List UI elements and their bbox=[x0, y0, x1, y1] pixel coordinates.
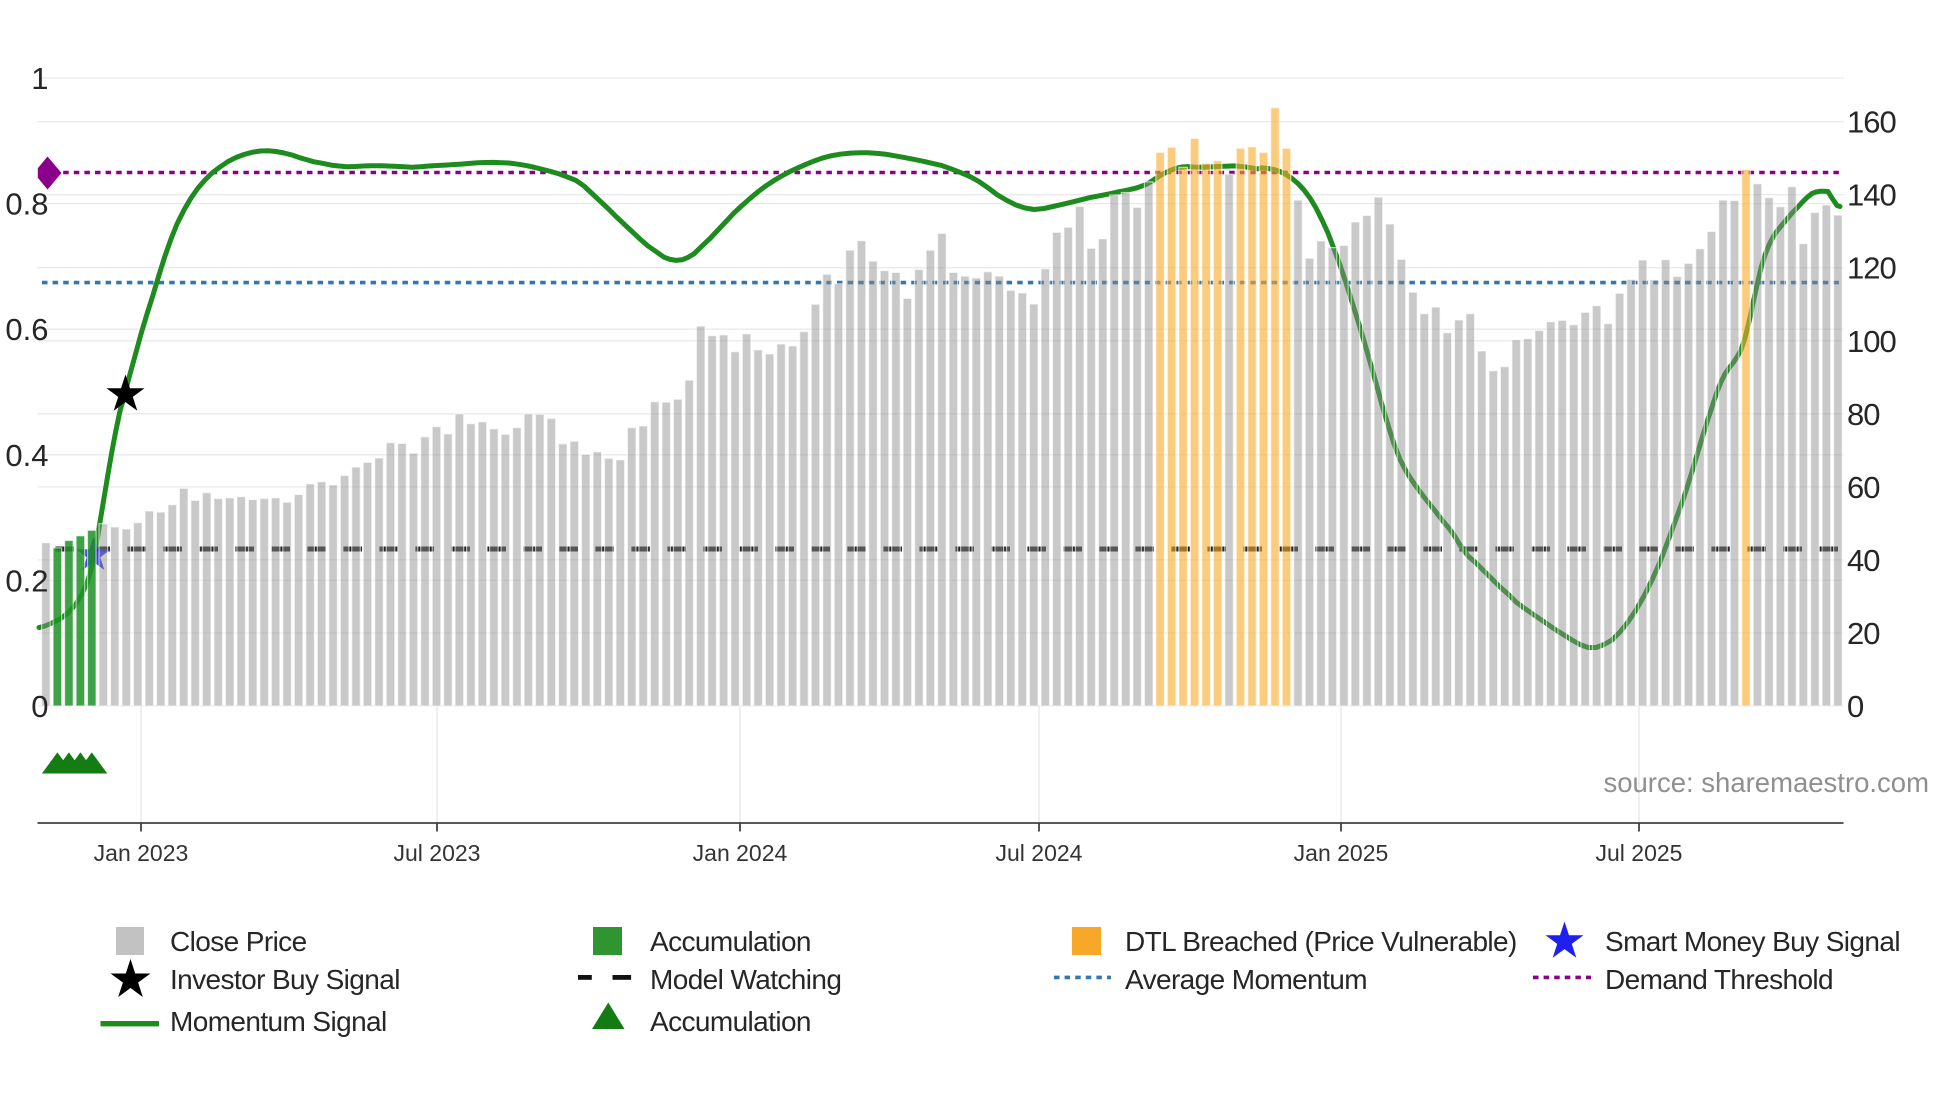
svg-text:80: 80 bbox=[1847, 397, 1880, 432]
svg-text:DTL Breached (Price Vulnerable: DTL Breached (Price Vulnerable) bbox=[1125, 926, 1517, 957]
svg-text:Jul 2023: Jul 2023 bbox=[394, 840, 481, 866]
svg-text:Accumulation: Accumulation bbox=[650, 1006, 811, 1037]
svg-text:Demand Threshold: Demand Threshold bbox=[1605, 964, 1833, 995]
svg-text:0: 0 bbox=[31, 689, 48, 724]
svg-text:100: 100 bbox=[1847, 324, 1896, 359]
svg-text:120: 120 bbox=[1847, 251, 1896, 286]
svg-text:20: 20 bbox=[1847, 616, 1880, 651]
svg-text:160: 160 bbox=[1847, 105, 1896, 140]
svg-text:140: 140 bbox=[1847, 178, 1896, 213]
svg-text:Accumulation: Accumulation bbox=[650, 926, 811, 957]
svg-text:Model Watching: Model Watching bbox=[650, 964, 841, 995]
svg-text:0.2: 0.2 bbox=[5, 563, 48, 598]
svg-text:Momentum Signal: Momentum Signal bbox=[170, 1006, 387, 1037]
svg-text:Jan 2023: Jan 2023 bbox=[94, 840, 189, 866]
svg-text:Close Price: Close Price bbox=[170, 926, 307, 957]
svg-text:0.4: 0.4 bbox=[5, 438, 48, 473]
svg-text:40: 40 bbox=[1847, 543, 1880, 578]
svg-text:60: 60 bbox=[1847, 470, 1880, 505]
svg-text:Jul 2025: Jul 2025 bbox=[1596, 840, 1683, 866]
svg-text:Jul 2024: Jul 2024 bbox=[996, 840, 1083, 866]
svg-text:1: 1 bbox=[31, 61, 48, 96]
svg-text:0.6: 0.6 bbox=[5, 312, 48, 347]
svg-text:0.8: 0.8 bbox=[5, 187, 48, 222]
svg-text:Jan 2024: Jan 2024 bbox=[693, 840, 788, 866]
svg-text:Jan 2025: Jan 2025 bbox=[1294, 840, 1389, 866]
svg-text:Smart Money Buy Signal: Smart Money Buy Signal bbox=[1605, 926, 1900, 957]
svg-text:0: 0 bbox=[1847, 689, 1864, 724]
svg-text:Average Momentum: Average Momentum bbox=[1125, 964, 1367, 995]
svg-text:source: sharemaestro.com: source: sharemaestro.com bbox=[1603, 767, 1929, 798]
svg-text:Investor Buy Signal: Investor Buy Signal bbox=[170, 964, 400, 995]
